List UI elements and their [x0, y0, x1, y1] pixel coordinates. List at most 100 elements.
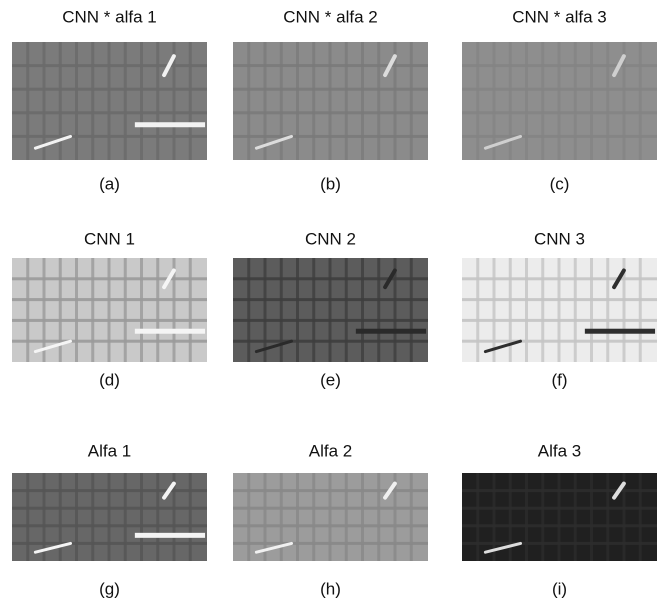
texture-stripe [509, 473, 512, 561]
texture-band [462, 277, 657, 280]
texture-band [233, 542, 428, 545]
texture-band [462, 319, 657, 322]
panel-caption: (c) [550, 174, 570, 193]
texture-stripe [189, 258, 192, 362]
texture-band [12, 507, 207, 510]
panel: CNN * alfa 3(c) [462, 7, 657, 193]
texture-band [462, 507, 657, 510]
panel-caption: (b) [320, 174, 341, 193]
panel: CNN * alfa 2(b) [233, 7, 428, 193]
texture-stripe [247, 42, 250, 160]
streak [135, 329, 205, 334]
texture-stripe [574, 42, 577, 160]
texture-stripe [140, 473, 143, 561]
texture-band [462, 542, 657, 545]
texture-stripe [264, 42, 267, 160]
texture-band [12, 542, 207, 545]
texture-band [233, 524, 428, 527]
texture-stripe [476, 258, 479, 362]
texture-stripe [75, 258, 78, 362]
panel-caption: (i) [552, 579, 567, 598]
texture-stripe [124, 473, 127, 561]
texture-band [462, 135, 657, 138]
texture-stripe [43, 42, 46, 160]
texture-stripe [247, 473, 250, 561]
texture-stripe [410, 258, 413, 362]
texture-band [12, 88, 207, 91]
texture-stripe [345, 473, 348, 561]
texture-stripe [91, 42, 94, 160]
panel: CNN 1(d) [12, 229, 207, 389]
texture-stripe [189, 473, 192, 561]
texture-band [12, 135, 207, 138]
texture-band [233, 135, 428, 138]
texture-stripe [361, 258, 364, 362]
texture-stripe [26, 473, 29, 561]
texture-stripe [345, 42, 348, 160]
texture-band [233, 507, 428, 510]
texture-stripe [525, 42, 528, 160]
texture-band [462, 88, 657, 91]
texture-stripe [75, 42, 78, 160]
texture-band [12, 298, 207, 301]
texture-stripe [590, 42, 593, 160]
texture-stripe [91, 258, 94, 362]
texture-stripe [410, 473, 413, 561]
texture-stripe [377, 258, 380, 362]
texture-stripe [296, 473, 299, 561]
texture-stripe [75, 473, 78, 561]
panel-title: CNN 2 [305, 229, 356, 248]
texture-stripe [26, 258, 29, 362]
panel-caption: (e) [320, 370, 341, 389]
texture-band [12, 64, 207, 67]
texture-stripe [574, 258, 577, 362]
texture-stripe [377, 473, 380, 561]
texture-band [233, 340, 428, 343]
texture-stripe [312, 473, 315, 561]
texture-stripe [59, 258, 62, 362]
texture-stripe [558, 473, 561, 561]
texture-band [462, 524, 657, 527]
figure: CNN * alfa 1(a)CNN * alfa 2(b)CNN * alfa… [0, 0, 661, 604]
texture-stripe [410, 42, 413, 160]
texture-stripe [558, 258, 561, 362]
texture-band [12, 340, 207, 343]
panel-title: CNN 3 [534, 229, 585, 248]
texture-stripe [140, 42, 143, 160]
texture-stripe [509, 42, 512, 160]
texture-stripe [639, 473, 642, 561]
panel-caption: (h) [320, 579, 341, 598]
texture-stripe [329, 473, 332, 561]
texture-stripe [26, 42, 29, 160]
panel: Alfa 1(g) [12, 441, 207, 598]
streak [135, 122, 205, 127]
panel-title: Alfa 1 [88, 441, 131, 460]
texture-stripe [509, 258, 512, 362]
texture-stripe [156, 473, 159, 561]
texture-stripe [108, 258, 111, 362]
texture-stripe [476, 42, 479, 160]
panel: CNN 3(f) [462, 229, 657, 389]
texture-stripe [280, 258, 283, 362]
texture-stripe [329, 258, 332, 362]
texture-stripe [156, 42, 159, 160]
texture-stripe [43, 473, 46, 561]
texture-stripe [43, 258, 46, 362]
texture-stripe [156, 258, 159, 362]
texture-band [12, 319, 207, 322]
panel: CNN * alfa 1(a) [12, 7, 207, 193]
texture-band [462, 64, 657, 67]
texture-stripe [590, 258, 593, 362]
texture-stripe [606, 42, 609, 160]
texture-stripe [525, 258, 528, 362]
panel-title: CNN 1 [84, 229, 135, 248]
texture-stripe [108, 473, 111, 561]
texture-stripe [541, 258, 544, 362]
texture-stripe [493, 473, 496, 561]
texture-stripe [329, 42, 332, 160]
texture-stripe [361, 42, 364, 160]
texture-stripe [639, 42, 642, 160]
texture-band [12, 111, 207, 114]
texture-band [462, 298, 657, 301]
texture-stripe [59, 42, 62, 160]
